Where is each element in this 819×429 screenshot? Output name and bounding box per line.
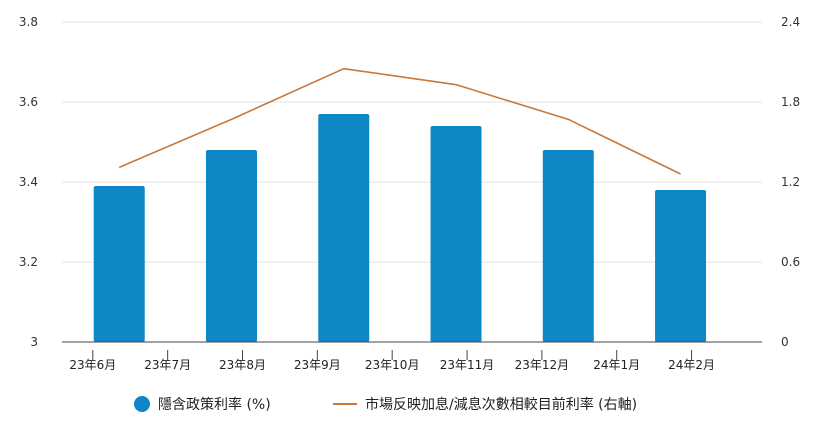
x-tick-label: 23年8月 [219,358,266,372]
bar [318,114,370,342]
bar-series [93,114,707,342]
axes: 3 3.2 3.4 3.6 3.8 0 0.6 1.2 1.8 2.4 23年6月 23年7月 23年8… [19,15,800,372]
x-tick-label: 23年12月 [515,358,570,372]
x-tick-label: 23年7月 [144,358,191,372]
y-left-tick-label: 3.8 [19,15,38,29]
y-left-tick-label: 3.2 [19,255,38,269]
bar [430,126,482,342]
y-right-tick-label: 1.8 [781,95,800,109]
bar [205,150,257,342]
bar [655,190,707,342]
legend-bar-label: 隱含政策利率 (%) [158,397,271,413]
y-left-tick-label: 3.4 [19,175,38,189]
y-right-tick-label: 0.6 [781,255,800,269]
y-right-tick-label: 1.2 [781,175,800,189]
series-line [118,67,681,175]
legend-item-bar: 隱含政策利率 (%) [134,394,271,414]
x-tick-label: 23年9月 [294,358,341,372]
x-tick-label: 23年6月 [69,358,116,372]
legend-line-label: 市場反映加息/減息次數相較目前利率 (右軸) [365,397,638,413]
x-tick-label: 23年10月 [365,358,420,372]
line-series [118,67,681,175]
y-right-tick-label: 2.4 [781,15,800,29]
y-right-tick-label: 0 [781,335,789,349]
bar [93,186,145,342]
legend: 隱含政策利率 (%) 市場反映加息/減息次數相較目前利率 (右軸) [0,394,819,418]
x-tick-label: 24年1月 [593,358,640,372]
legend-bar-swatch [134,396,150,412]
legend-line-swatch [333,403,357,405]
y-left-tick-label: 3.6 [19,95,38,109]
y-left-tick-label: 3 [30,335,38,349]
gridlines [62,21,762,263]
x-tick-label: 23年11月 [440,358,495,372]
bar [542,150,594,342]
x-tick-label: 24年2月 [668,358,715,372]
legend-item-line: 市場反映加息/減息次數相較目前利率 (右軸) [333,394,637,414]
